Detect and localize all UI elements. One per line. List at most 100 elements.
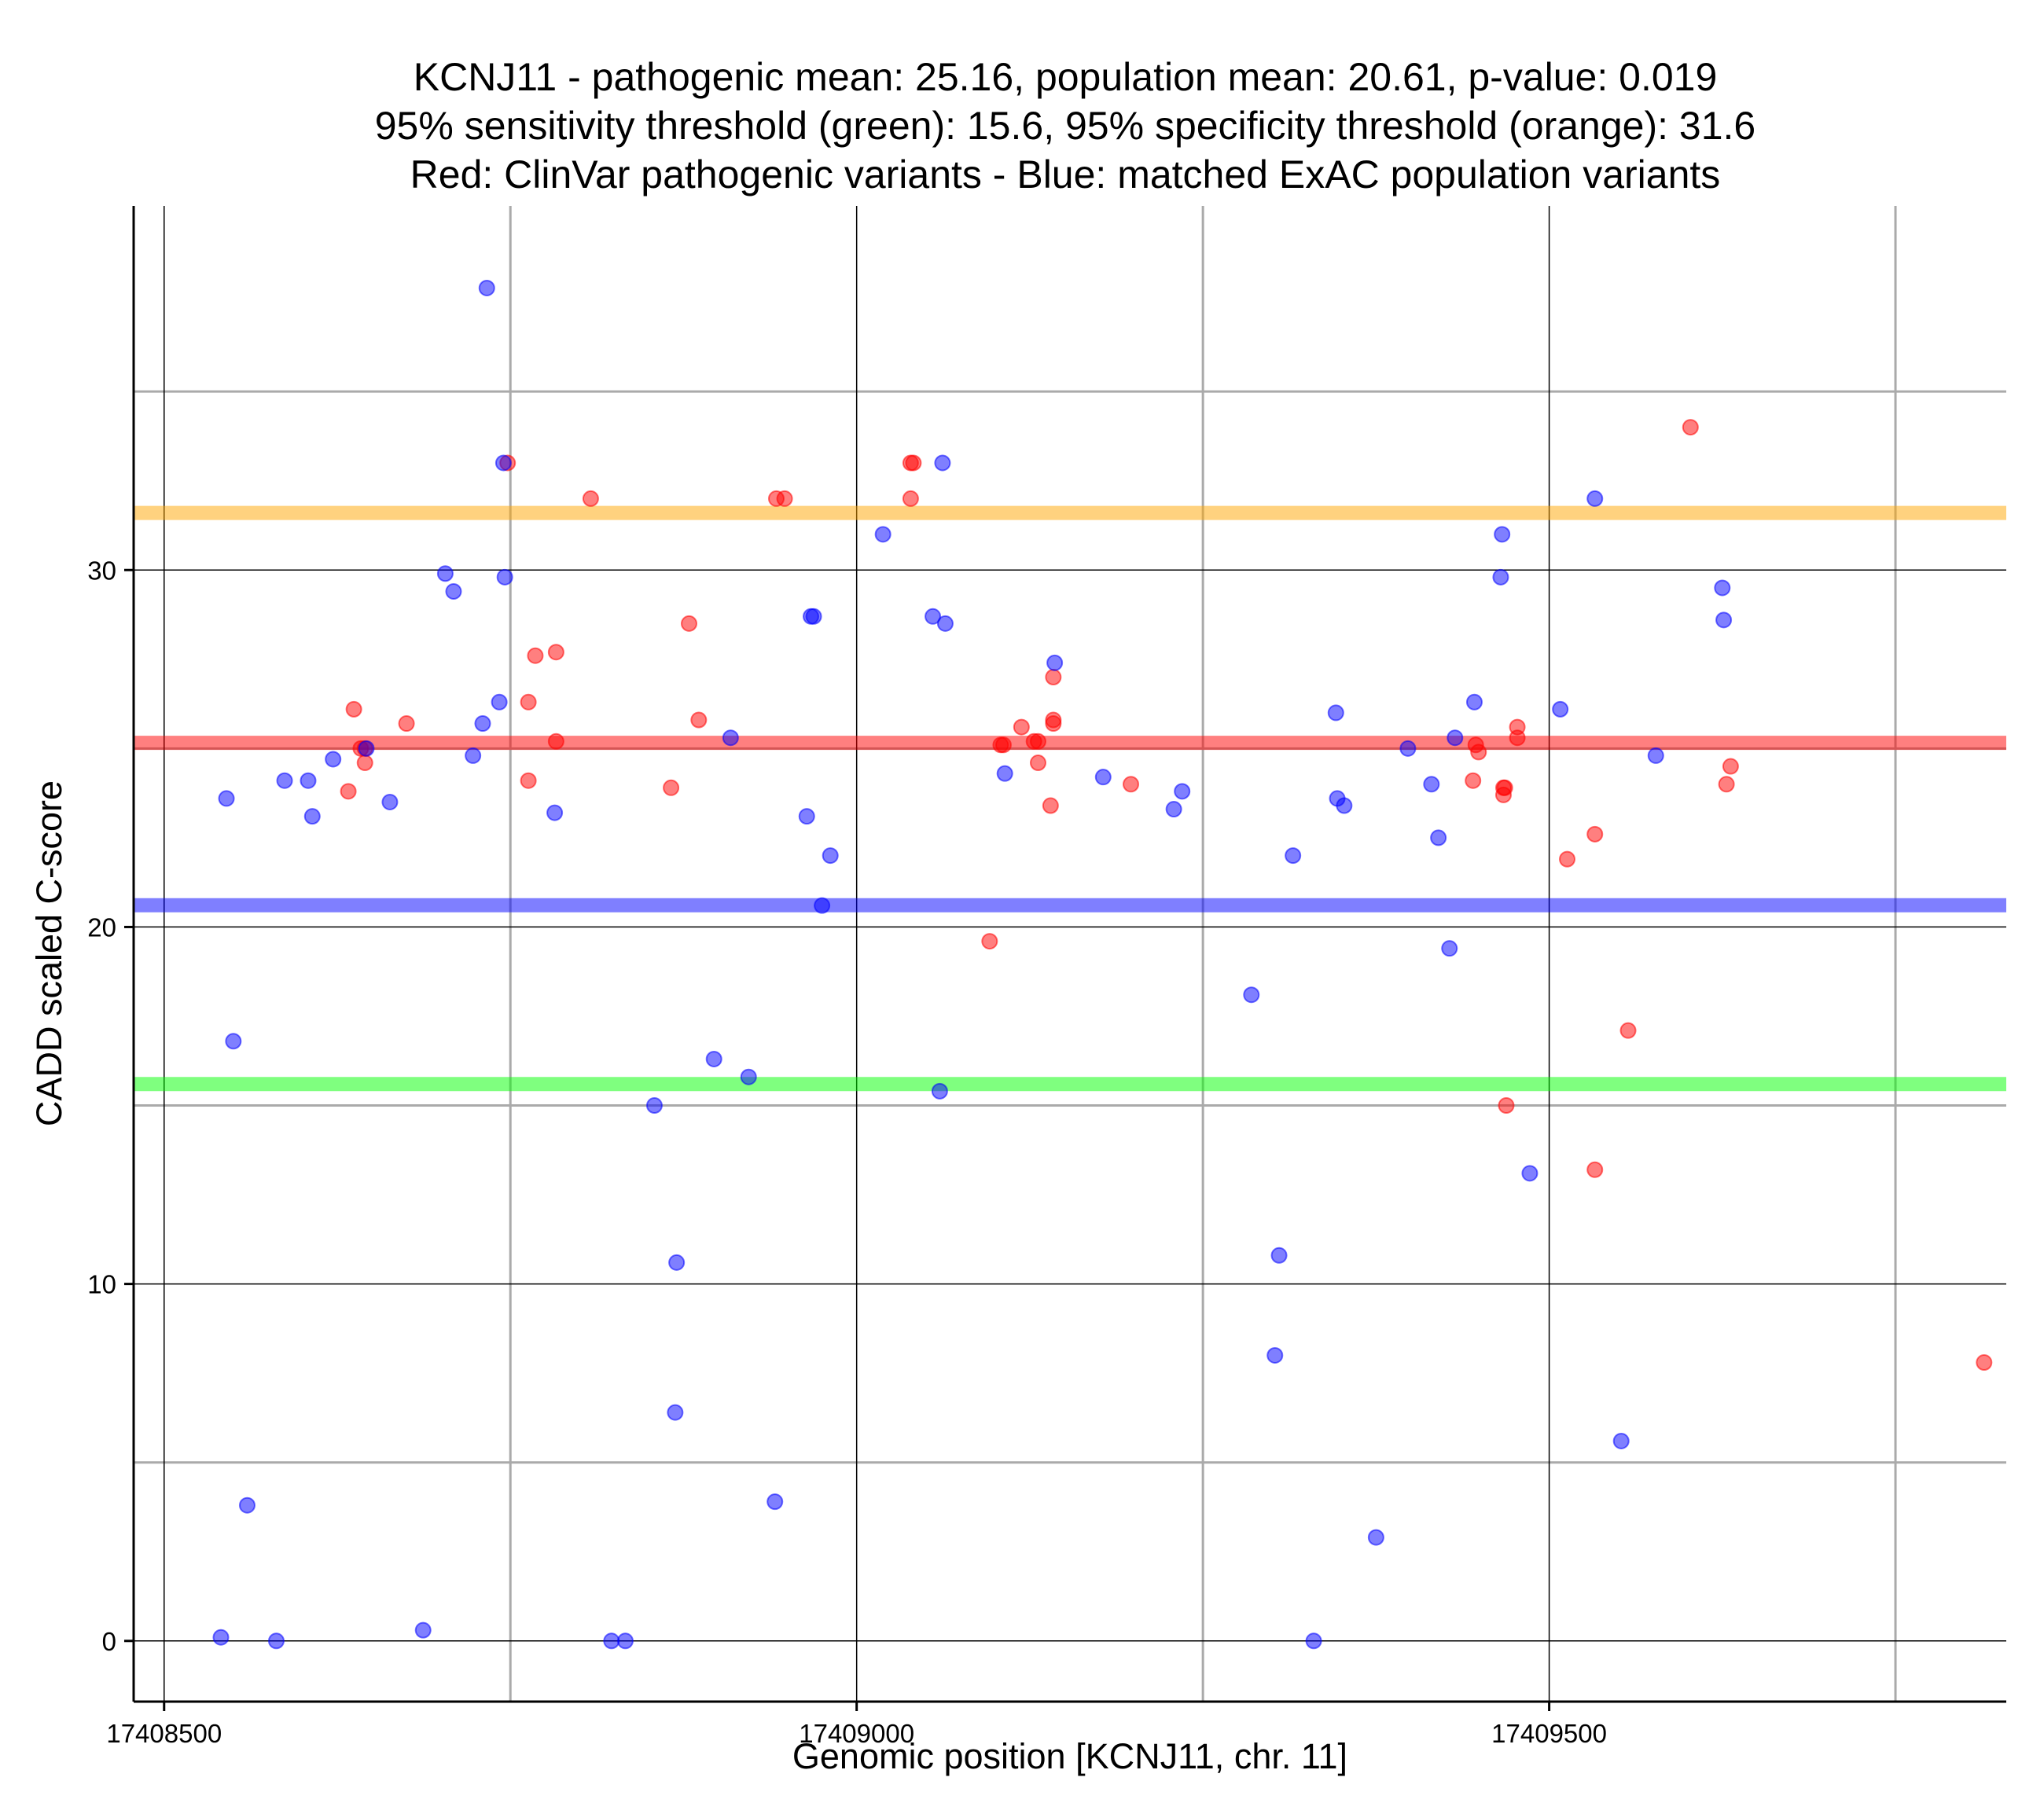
- population-point: [1423, 776, 1440, 793]
- pathogenic-point: [398, 715, 415, 733]
- population-point: [238, 1496, 256, 1514]
- pathogenic-point: [1586, 825, 1604, 843]
- population-point: [494, 454, 512, 472]
- pathogenic-point: [1029, 755, 1046, 772]
- pathogenic-point: [527, 647, 544, 664]
- pathogenic-point: [981, 933, 998, 950]
- x-axis-ticks: 17408500 17409000 17409500: [106, 1702, 1607, 1748]
- population-point: [1715, 611, 1733, 629]
- population-point: [1174, 783, 1191, 800]
- pathogenic-point: [1558, 850, 1575, 868]
- pathogenic-point: [345, 700, 362, 718]
- population-point: [445, 583, 462, 600]
- population-point: [1336, 797, 1353, 814]
- pathogenic-point: [663, 779, 680, 796]
- population-point: [1266, 1346, 1284, 1364]
- pathogenic-point: [1029, 733, 1046, 750]
- population-point: [1165, 801, 1182, 818]
- population-point: [1552, 700, 1569, 718]
- pathogenic-point: [1045, 711, 1062, 729]
- population-point: [931, 1082, 948, 1100]
- population-point: [1465, 693, 1483, 711]
- population-point: [603, 1632, 620, 1650]
- population-point: [1441, 940, 1458, 957]
- population-point: [1521, 1165, 1539, 1182]
- population-point: [478, 279, 495, 296]
- population-point: [616, 1632, 634, 1650]
- population-point: [1270, 1247, 1288, 1264]
- population-point: [1094, 769, 1112, 786]
- pathogenic-point: [356, 755, 373, 772]
- population-point: [1243, 986, 1260, 1004]
- reference-lines: [134, 505, 2006, 1092]
- population-point: [1492, 568, 1509, 586]
- pathogenic-point: [902, 490, 919, 507]
- pathogenic-point: [520, 772, 537, 789]
- population-point: [996, 765, 1013, 782]
- data-points: [212, 279, 1993, 1650]
- pathogenic-point: [1976, 1354, 1993, 1372]
- population-point: [1612, 1432, 1630, 1449]
- population-point: [218, 790, 235, 807]
- population-point: [1447, 729, 1464, 747]
- pathogenic-point: [547, 733, 564, 750]
- population-point: [1586, 490, 1604, 507]
- y-axis-ticks: 0 10 20 30: [87, 556, 134, 1656]
- population-point: [1367, 1529, 1384, 1546]
- chart-title-line-3: Red: ClinVar pathogenic variants - Blue:…: [410, 152, 1721, 196]
- population-point: [766, 1493, 784, 1511]
- x-tick-label: 17409000: [799, 1719, 914, 1748]
- population-point: [722, 729, 739, 747]
- population-point: [465, 747, 482, 764]
- pathogenic-point: [1465, 772, 1482, 789]
- x-tick-label: 17409500: [1491, 1719, 1607, 1748]
- population-point: [381, 793, 399, 810]
- pathogenic-point: [1470, 744, 1487, 761]
- pathogenic-point: [680, 615, 697, 632]
- population-point: [358, 740, 375, 757]
- pathogenic-point: [1722, 758, 1739, 775]
- major-gridlines: [134, 206, 2006, 1702]
- population-point: [546, 804, 564, 821]
- pathogenic-point: [520, 693, 537, 711]
- pathogenic-point: [1498, 1097, 1515, 1114]
- population-point: [276, 772, 293, 789]
- population-point: [822, 847, 839, 865]
- population-point: [1714, 579, 1731, 597]
- pathogenic-point: [690, 711, 708, 729]
- pathogenic-point: [340, 783, 357, 800]
- pathogenic-point: [1586, 1161, 1604, 1178]
- population-point: [934, 454, 951, 472]
- pathogenic-point: [582, 490, 599, 507]
- population-point: [740, 1068, 757, 1085]
- chart-title-line-2: 95% sensitivity threshold (green): 15.6,…: [375, 104, 1755, 148]
- y-tick-label: 30: [87, 556, 116, 585]
- y-tick-label: 20: [87, 913, 116, 942]
- pathogenic-point: [776, 490, 793, 507]
- population-point: [436, 565, 454, 582]
- chart-title-line-1: KCNJ11 - pathogenic mean: 25.16, populat…: [414, 55, 1718, 99]
- population-point: [1285, 847, 1302, 865]
- population-point: [300, 772, 317, 789]
- population-point: [496, 568, 513, 586]
- pathogenic-point: [1042, 797, 1059, 814]
- population-point: [1430, 829, 1447, 846]
- population-point: [267, 1632, 285, 1650]
- population-point: [474, 715, 491, 733]
- pathogenic-point: [1045, 669, 1062, 686]
- population-point: [668, 1254, 686, 1271]
- pathogenic-point: [1013, 718, 1030, 736]
- population-point: [212, 1629, 230, 1646]
- pathogenic-point: [1619, 1022, 1637, 1039]
- population-point: [414, 1621, 432, 1639]
- population-point: [798, 808, 815, 825]
- population-point: [874, 526, 891, 543]
- pathogenic-point: [1494, 779, 1512, 796]
- pathogenic-point: [547, 644, 564, 661]
- pathogenic-point: [1123, 776, 1140, 793]
- y-axis-title: CADD scaled C-score: [29, 780, 69, 1126]
- population-point: [1305, 1632, 1322, 1650]
- x-tick-label: 17408500: [106, 1719, 222, 1748]
- x-axis-title: Genomic position [KCNJ11, chr. 11]: [792, 1736, 1347, 1776]
